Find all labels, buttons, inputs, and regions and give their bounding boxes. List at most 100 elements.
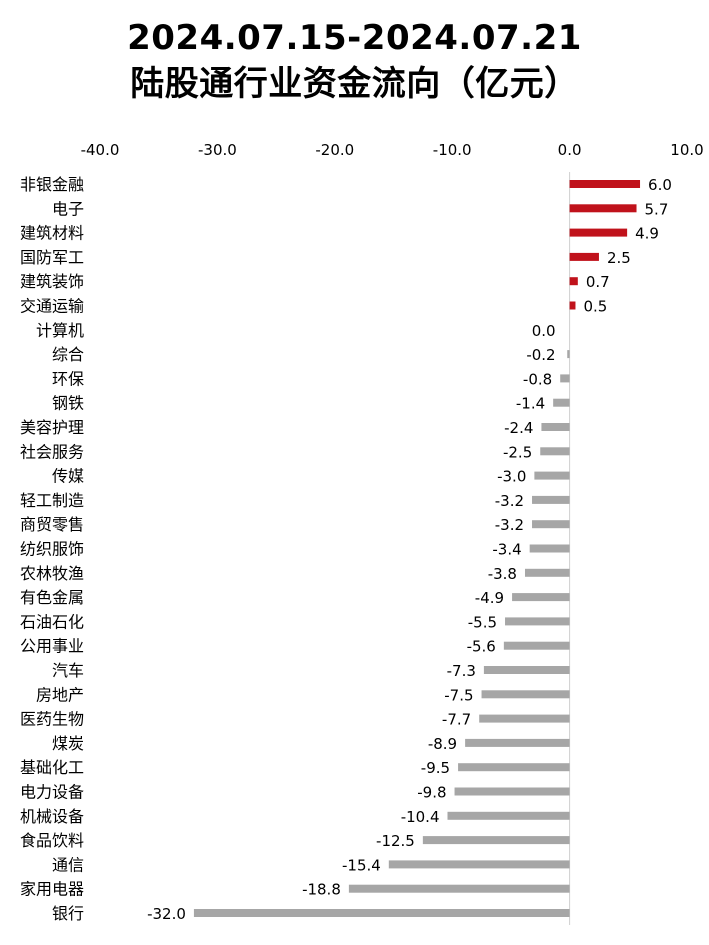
data-label: -5.6: [467, 638, 496, 656]
data-label: -0.2: [526, 346, 555, 364]
data-label: 6.0: [648, 176, 672, 194]
category-label: 电子: [52, 199, 84, 218]
data-label: -5.5: [468, 613, 497, 631]
bar: [569, 277, 578, 286]
bar: [505, 617, 570, 626]
data-label: -32.0: [147, 905, 186, 923]
category-label: 基础化工: [20, 758, 84, 777]
category-label: 交通运输: [20, 297, 84, 316]
x-tick-label: 0.0: [558, 141, 582, 159]
data-label: -3.0: [497, 468, 526, 486]
category-label: 银行: [52, 904, 84, 923]
data-label: -12.5: [376, 832, 415, 850]
data-label: -3.2: [495, 516, 524, 534]
category-label: 计算机: [36, 321, 84, 340]
category-label: 建筑装饰: [20, 272, 84, 291]
bar: [465, 738, 570, 747]
x-tick-label: 10.0: [670, 141, 703, 159]
bar: [512, 593, 570, 602]
bar: [388, 860, 570, 869]
category-label: 传媒: [52, 467, 84, 486]
bar: [481, 690, 570, 699]
data-label: -3.8: [488, 565, 517, 583]
data-label: -0.8: [523, 370, 552, 388]
category-label: 轻工制造: [20, 491, 84, 510]
bar: [569, 252, 599, 261]
bar: [567, 350, 570, 359]
category-label: 医药生物: [20, 710, 84, 729]
bar: [541, 423, 570, 431]
x-tick-label: -30.0: [198, 141, 237, 159]
bar: [569, 204, 637, 213]
data-label: -7.5: [444, 686, 473, 704]
category-label: 电力设备: [20, 783, 84, 802]
category-label: 环保: [52, 369, 84, 388]
data-label: -7.3: [447, 662, 476, 680]
category-label: 农林牧渔: [20, 564, 84, 583]
x-tick-label: -20.0: [315, 141, 354, 159]
chart-title-date-range: 2024.07.15-2024.07.21: [127, 18, 582, 58]
category-label: 通信: [52, 855, 84, 874]
category-label: 石油石化: [20, 612, 84, 631]
data-label: 4.9: [635, 225, 659, 243]
data-label: 0.0: [532, 322, 556, 340]
data-label: -4.9: [475, 589, 504, 607]
bar: [348, 884, 570, 893]
data-label: -10.4: [401, 808, 440, 826]
bar: [479, 714, 570, 723]
category-label: 纺织服饰: [20, 540, 84, 559]
category-label: 非银金融: [20, 175, 84, 194]
chart-title: 陆股通行业资金流向（亿元）: [130, 64, 579, 104]
data-label: 0.7: [586, 273, 610, 291]
x-tick-label: -10.0: [433, 141, 472, 159]
category-label: 建筑材料: [20, 224, 84, 243]
category-label: 有色金属: [20, 588, 84, 607]
bar: [503, 641, 570, 650]
category-label: 社会服务: [20, 442, 84, 461]
data-label: -2.5: [503, 443, 532, 461]
data-label: -15.4: [342, 856, 381, 874]
bar: [553, 398, 570, 407]
category-label: 煤炭: [52, 734, 84, 753]
bar: [454, 787, 570, 796]
data-label: -9.5: [421, 759, 450, 777]
category-label: 房地产: [36, 685, 84, 704]
data-label: -8.9: [428, 735, 457, 753]
bar: [524, 568, 570, 577]
data-label: -1.4: [516, 395, 545, 413]
category-label: 汽车: [52, 661, 84, 680]
data-label: 5.7: [645, 200, 669, 218]
data-label: 2.5: [607, 249, 631, 267]
bar: [569, 228, 628, 237]
category-label: 国防军工: [20, 248, 84, 267]
category-label: 机械设备: [20, 807, 84, 826]
bar: [529, 544, 570, 553]
data-label: -7.7: [442, 711, 471, 729]
data-label: -3.4: [492, 541, 521, 559]
category-label: 商贸零售: [20, 515, 84, 534]
category-label: 家用电器: [20, 880, 84, 899]
bar: [532, 495, 570, 504]
bar: [422, 836, 570, 845]
bar: [534, 471, 570, 480]
data-label: -3.2: [495, 492, 524, 510]
data-label: -9.8: [417, 784, 446, 802]
data-label: 0.5: [583, 298, 607, 316]
bar: [458, 763, 570, 772]
bar: [569, 180, 641, 188]
category-label: 食品饮料: [20, 831, 84, 850]
data-label: -2.4: [504, 419, 533, 437]
bar: [447, 811, 570, 820]
category-label: 美容护理: [20, 418, 84, 437]
bar: [532, 520, 570, 529]
category-label: 综合: [52, 345, 84, 364]
data-label: -18.8: [302, 881, 341, 899]
bar: [569, 301, 576, 310]
bar: [540, 447, 570, 456]
x-tick-label: -40.0: [81, 141, 120, 159]
bar: [560, 374, 570, 383]
category-label: 公用事业: [20, 637, 84, 656]
bar: [483, 666, 570, 674]
category-label: 钢铁: [52, 394, 84, 413]
